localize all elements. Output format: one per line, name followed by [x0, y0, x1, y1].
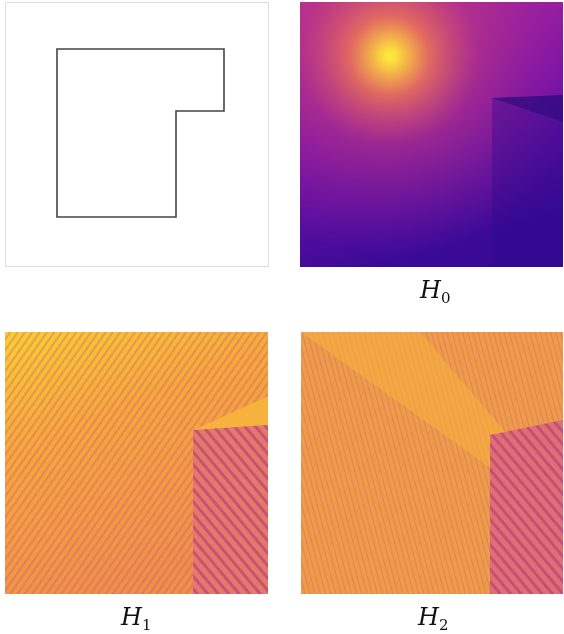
figure: H0 H1 H2 [0, 0, 564, 634]
heatmap-h1 [5, 332, 268, 594]
domain-panel [6, 3, 269, 267]
panel-label: H1 [120, 603, 151, 634]
heatmap-h2 [301, 332, 563, 594]
heatmap-h0 [300, 2, 563, 267]
panel-label: H2 [417, 603, 448, 634]
panel-label: H0 [419, 276, 450, 307]
page: H0 H1 H2 (() => { const data = JSON.pars… [0, 0, 564, 634]
